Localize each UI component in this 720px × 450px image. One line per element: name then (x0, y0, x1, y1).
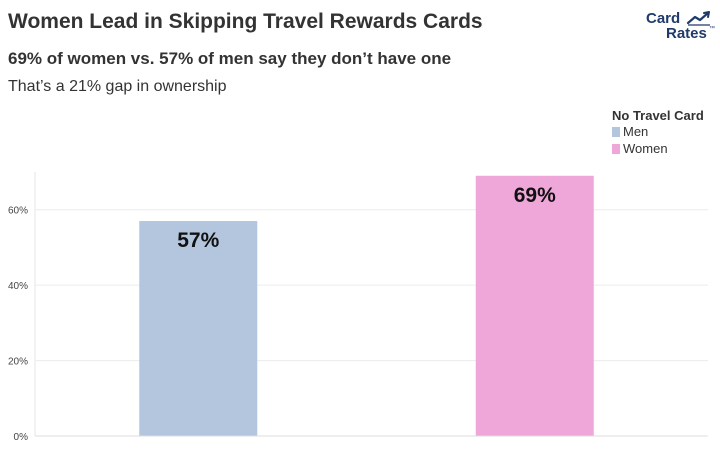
bar-women (475, 175, 594, 436)
legend-label-women: Women (623, 141, 668, 156)
legend-label-men: Men (623, 124, 649, 139)
chart-legend: No Travel Card Men Women (612, 108, 716, 157)
data-label-men: 57% (177, 229, 219, 252)
logo-text-card: Card (646, 10, 681, 27)
chart-subtitle: 69% of women vs. 57% of men say they don… (8, 49, 452, 68)
y-tick-label: 20% (8, 357, 28, 368)
legend-swatch-women (612, 143, 620, 154)
logo-text-rates: Rates (666, 25, 707, 42)
logo-trademark: ™ (709, 26, 715, 32)
bar-men (139, 221, 258, 436)
y-tick-label: 40% (8, 281, 28, 292)
legend-swatch-men (612, 126, 620, 137)
legend-item-men: Men (612, 123, 716, 140)
trend-chart-icon (686, 11, 710, 26)
y-tick-label: 60% (8, 206, 28, 217)
data-label-women: 69% (514, 184, 556, 207)
chart-title: Women Lead in Skipping Travel Rewards Ca… (8, 10, 483, 33)
cardrates-logo: Card Rates ™ (636, 10, 715, 46)
legend-title: No Travel Card (612, 108, 704, 123)
chart-caption: That’s a 21% gap in ownership (8, 78, 227, 95)
legend-item-women: Women (612, 140, 716, 157)
y-tick-label: 0% (14, 432, 29, 443)
